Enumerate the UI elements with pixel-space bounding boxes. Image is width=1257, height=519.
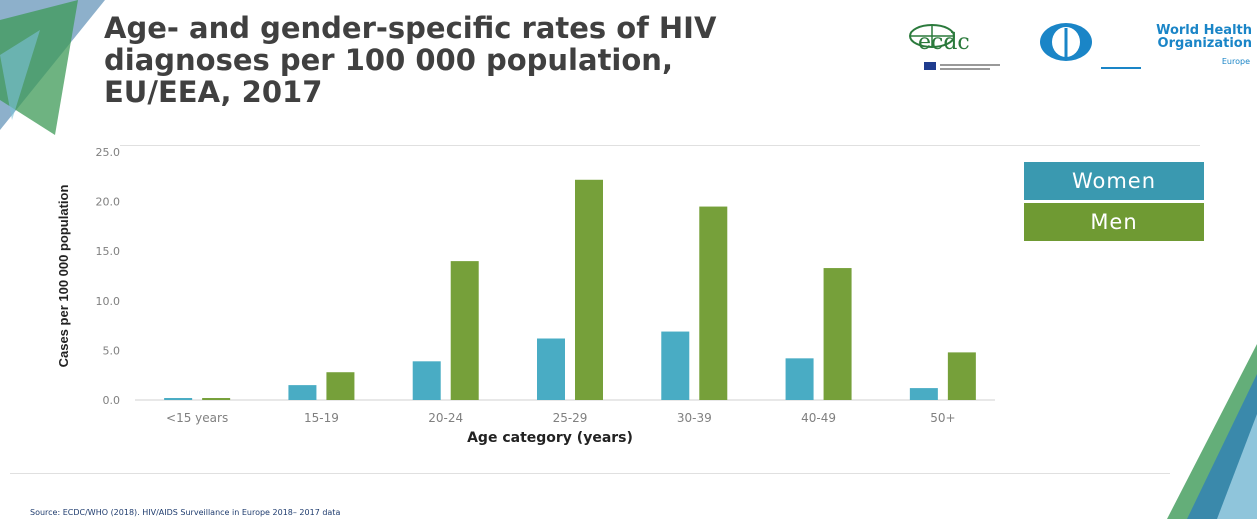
title-line-1: Age- and gender-specific rates of HIV <box>104 11 717 45</box>
bar-women <box>537 338 565 400</box>
bar-women <box>412 361 441 400</box>
chart-title: Age- and gender-specific rates of HIV di… <box>104 12 864 108</box>
title-line-2: diagnoses per 100 000 population, <box>104 43 673 77</box>
source-note: Source: ECDC/WHO (2018). HIV/AIDS Survei… <box>30 508 341 517</box>
title-line-3: EU/EEA, 2017 <box>104 75 323 109</box>
who-logo-sub: Europe <box>1221 57 1250 66</box>
bar-men <box>699 206 728 400</box>
bar-men <box>575 179 603 400</box>
bar-men <box>202 398 231 400</box>
bar-men <box>823 268 852 400</box>
bar-women <box>288 385 317 400</box>
y-tick-label: 10.0 <box>96 295 121 308</box>
y-tick-label: 25.0 <box>96 146 121 159</box>
x-tick-label: 40-49 <box>801 411 836 425</box>
x-tick-label: 15-19 <box>304 411 339 425</box>
legend-men: Men <box>1024 203 1204 241</box>
bar-women <box>909 388 938 400</box>
ecdc-logo-text: ecdc <box>918 30 970 55</box>
x-tick-label: <15 years <box>166 411 228 425</box>
who-logo-text: World Health Organization <box>1052 24 1252 50</box>
bar-men <box>947 352 976 400</box>
who-logo <box>1040 23 1141 69</box>
bar-women <box>164 398 193 400</box>
y-tick-label: 20.0 <box>96 196 121 209</box>
x-tick-label: 25-29 <box>553 411 588 425</box>
divider-bottom <box>10 473 1170 474</box>
y-tick-label: 5.0 <box>103 344 121 357</box>
divider-top <box>120 145 1200 146</box>
x-tick-label: 50+ <box>930 411 955 425</box>
bar-chart: 0.0 5.0 10.0 15.0 20.0 25.0 <15 years 15-19 20-2… <box>56 146 995 446</box>
x-tick-label: 30-39 <box>677 411 712 425</box>
who-logo-line-1: World Health <box>1156 23 1252 38</box>
y-tick-label: 0.0 <box>103 394 121 407</box>
x-axis-label: Age category (years) <box>467 430 633 446</box>
legend-women: Women <box>1024 162 1204 200</box>
bar-men <box>326 372 355 400</box>
corner-decoration-bottomright <box>1167 344 1257 519</box>
bar-women <box>785 358 814 400</box>
y-axis-label: Cases per 100 000 population <box>56 185 71 368</box>
corner-decoration-topleft <box>0 0 105 135</box>
x-tick-label: 20-24 <box>428 411 463 425</box>
bar-men <box>450 261 479 400</box>
who-logo-line-2: Organization <box>1157 36 1252 51</box>
bar-women <box>661 331 690 400</box>
ecdc-logo <box>909 24 1000 70</box>
y-tick-label: 15.0 <box>96 245 121 258</box>
